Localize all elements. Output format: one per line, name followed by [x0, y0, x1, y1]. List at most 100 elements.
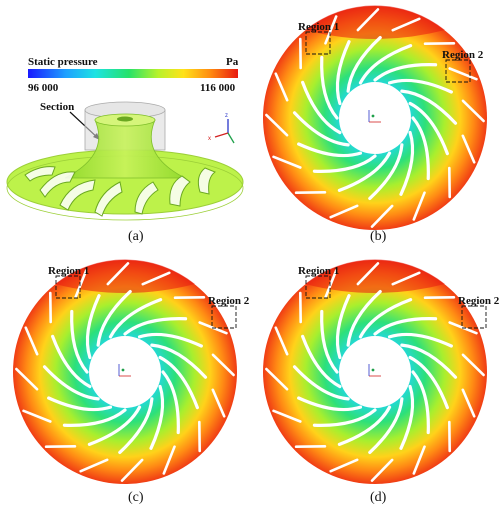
region-2-label: Region 2	[208, 295, 250, 307]
splitter-vane	[370, 458, 394, 482]
splitter-vane	[15, 367, 39, 391]
impeller-blade	[346, 35, 382, 93]
impeller-blade	[358, 298, 413, 339]
splitter-vane	[141, 271, 171, 286]
high-pressure-zone	[55, 259, 195, 293]
impeller-blade	[400, 343, 458, 379]
splitter-vane	[329, 458, 359, 473]
impeller-blade	[96, 289, 132, 347]
impeller-blade	[301, 80, 342, 135]
impeller-blade	[399, 130, 415, 196]
impeller-blade	[400, 89, 458, 125]
svg-text:z: z	[225, 113, 228, 119]
splitter-vane	[391, 17, 421, 32]
impeller-blade	[337, 151, 392, 192]
splitter-vane	[324, 269, 338, 299]
axis-triad: z x	[208, 113, 235, 144]
splitter-vane	[22, 409, 52, 423]
splitter-vane	[272, 155, 302, 169]
blade-group	[265, 262, 485, 482]
impeller-blade	[408, 355, 449, 410]
high-pressure-zone	[305, 5, 445, 40]
impeller-blade	[292, 365, 350, 401]
impeller-blade	[150, 343, 208, 379]
impeller-blade	[47, 396, 113, 412]
pressure-contour-d: Region 1 Region 2	[263, 259, 500, 484]
splitter-vane	[162, 445, 176, 475]
region-1-box	[55, 275, 81, 299]
high-pressure-zone	[305, 259, 445, 293]
splitter-vane	[74, 269, 88, 299]
splitter-vane	[265, 367, 289, 391]
splitter-vane	[211, 353, 235, 377]
blade-group	[265, 8, 485, 228]
region-2-label: Region 2	[458, 295, 500, 307]
impeller-blade	[51, 334, 92, 389]
pressure-contour-c: Region 1 Region 2	[13, 259, 250, 484]
splitter-vane	[356, 262, 380, 286]
splitter-vane	[274, 326, 289, 356]
impeller-blade	[411, 116, 430, 181]
region-2-box	[461, 305, 487, 329]
splitter-vane	[461, 388, 476, 418]
region-1-box	[305, 31, 331, 55]
splitter-vane	[272, 409, 302, 423]
colorbar	[28, 69, 238, 78]
splitter-vane	[120, 458, 144, 482]
pressure-contour-b: Region 1 Region 2	[263, 5, 487, 230]
hub-hole	[339, 82, 411, 154]
region-1-label: Region 1	[48, 265, 89, 277]
impeller-3d-view: z x	[6, 101, 244, 221]
region-2-label: Region 2	[442, 49, 484, 61]
panel-label-d: (d)	[370, 490, 387, 505]
section-label: Section	[40, 101, 75, 113]
impeller-blade	[335, 294, 351, 360]
splitter-vane	[79, 458, 109, 473]
splitter-vane	[461, 99, 485, 123]
impeller-blade	[118, 397, 154, 455]
splitter-vane	[412, 191, 426, 221]
impeller-blade	[337, 405, 392, 446]
region-1-label: Region 1	[298, 21, 339, 33]
impeller-blade	[312, 154, 377, 173]
impeller-blade	[292, 111, 350, 147]
colorbar-title: Static pressure	[28, 56, 98, 68]
impeller-blade	[335, 40, 351, 106]
splitter-vane	[356, 8, 380, 32]
splitter-vane	[391, 271, 421, 286]
impeller-blade	[358, 44, 413, 85]
impeller-blade	[161, 370, 180, 435]
impeller-blade	[137, 332, 203, 348]
impeller-blade	[85, 294, 101, 360]
splitter-vane	[370, 204, 394, 228]
impeller-blade	[373, 63, 438, 82]
impeller-blades	[24, 166, 217, 217]
panel-label-c: (c)	[128, 490, 144, 505]
splitter-vane	[329, 204, 359, 219]
splitter-vane	[461, 134, 476, 164]
impeller-blade	[346, 289, 382, 347]
impeller-blade	[297, 142, 363, 158]
blade-group	[15, 262, 235, 482]
impeller-blade	[87, 405, 142, 446]
impeller-blade	[373, 317, 438, 336]
region-1-label: Region 1	[298, 265, 339, 277]
impeller-blade	[158, 355, 199, 410]
impeller-blade	[301, 334, 342, 389]
svg-text:x: x	[208, 136, 211, 142]
impeller-blade	[42, 365, 100, 401]
impeller-blade	[70, 309, 89, 374]
colorbar-max-label: 116 000	[200, 82, 236, 94]
splitter-vane	[24, 326, 39, 356]
hub	[64, 119, 186, 179]
impeller-blade	[368, 397, 404, 455]
colorbar-min-label: 96 000	[28, 82, 59, 94]
impeller-blade	[387, 78, 453, 94]
impeller-blade	[387, 332, 453, 348]
panel-label-a: (a)	[128, 229, 144, 244]
region-2-box	[445, 59, 471, 83]
splitter-vane	[106, 262, 130, 286]
splitter-vane	[461, 353, 485, 377]
impeller-blade	[411, 370, 430, 435]
impeller-blade	[62, 408, 127, 427]
